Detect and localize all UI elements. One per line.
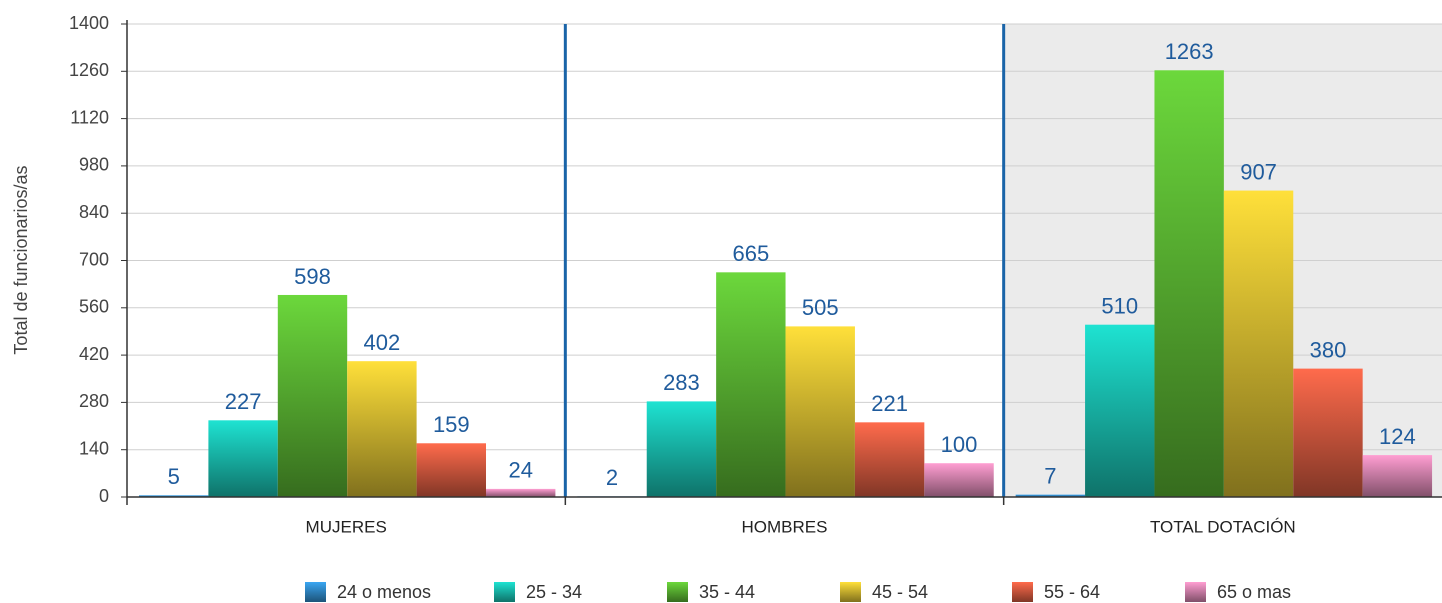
- value-label: 665: [732, 241, 769, 266]
- bar: [277, 294, 348, 497]
- bar: [646, 401, 717, 497]
- y-tick-label: 1120: [70, 107, 109, 127]
- value-label: 7: [1044, 463, 1056, 488]
- legend-label: 25 - 34: [526, 582, 582, 602]
- value-label: 402: [364, 330, 401, 355]
- x-tick-label: TOTAL DOTACIÓN: [1150, 517, 1296, 536]
- legend-label: 65 o mas: [1217, 582, 1291, 602]
- bar: [716, 272, 786, 497]
- bar: [1362, 455, 1433, 497]
- bar: [139, 495, 209, 497]
- legend-swatch: [1185, 582, 1206, 602]
- y-tick-label: 0: [99, 486, 109, 506]
- legend-label: 55 - 64: [1044, 582, 1100, 602]
- x-tick-label: MUJERES: [306, 517, 387, 536]
- value-label: 159: [433, 412, 470, 437]
- y-tick-label: 1260: [69, 60, 109, 80]
- value-label: 124: [1379, 424, 1416, 449]
- legend-swatch: [667, 582, 688, 602]
- value-label: 283: [663, 370, 700, 395]
- value-label: 510: [1101, 294, 1138, 319]
- value-label: 227: [225, 389, 262, 414]
- y-axis-title: Total de funcionarios/as: [11, 165, 31, 354]
- legend-label: 35 - 44: [699, 582, 755, 602]
- bar: [1015, 494, 1086, 497]
- value-label: 100: [941, 432, 978, 457]
- legend-label: 45 - 54: [872, 582, 928, 602]
- bar: [1223, 190, 1294, 497]
- value-label: 907: [1240, 159, 1277, 184]
- value-label: 221: [871, 391, 908, 416]
- y-tick-label: 420: [79, 344, 109, 364]
- bar: [208, 420, 278, 497]
- bar: [1293, 368, 1363, 497]
- y-tick-label: 980: [79, 155, 109, 175]
- legend-label: 24 o menos: [337, 582, 431, 602]
- bar: [1154, 70, 1224, 497]
- y-tick-label: 280: [79, 391, 109, 411]
- value-label: 2: [606, 465, 618, 490]
- value-label: 505: [802, 295, 839, 320]
- value-label: 24: [508, 458, 532, 483]
- legend-swatch: [840, 582, 861, 602]
- y-tick-label: 700: [79, 249, 109, 269]
- legend-swatch: [1012, 582, 1033, 602]
- value-label: 1263: [1165, 39, 1214, 64]
- bar: [347, 361, 417, 497]
- bar: [785, 326, 855, 497]
- bar: [924, 463, 994, 497]
- legend-swatch: [494, 582, 515, 602]
- legend-swatch: [305, 582, 326, 602]
- value-label: 380: [1310, 337, 1347, 362]
- x-tick-label: HOMBRES: [742, 517, 828, 536]
- y-tick-label: 560: [79, 297, 109, 317]
- bar: [854, 422, 925, 497]
- bar: [1085, 324, 1155, 497]
- y-tick-label: 140: [79, 438, 109, 458]
- value-label: 5: [168, 464, 180, 489]
- value-label: 598: [294, 264, 331, 289]
- bar: [416, 443, 486, 497]
- y-tick-label: 1400: [69, 13, 109, 33]
- y-tick-label: 840: [79, 202, 109, 222]
- bar: [486, 488, 556, 497]
